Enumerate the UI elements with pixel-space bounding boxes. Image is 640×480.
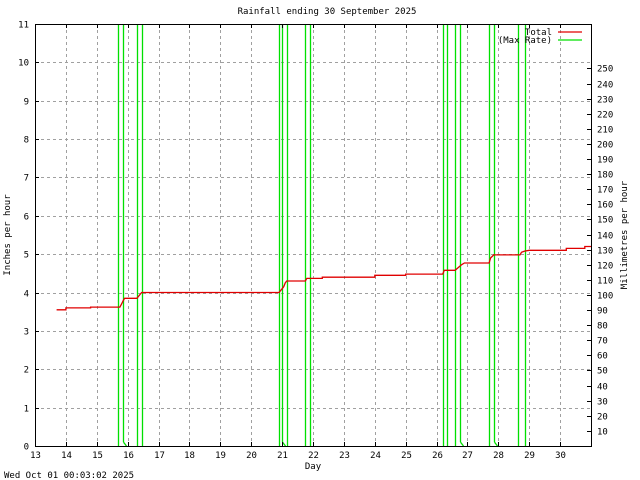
y2-tick-label: 160 bbox=[597, 201, 613, 211]
legend-rate-label: (Max Rate) bbox=[498, 36, 552, 46]
y-tick-label: 9 bbox=[24, 98, 29, 108]
y2-tick-label: 40 bbox=[597, 383, 608, 393]
y2-tick-label: 170 bbox=[597, 186, 613, 196]
grid-lines bbox=[35, 24, 591, 446]
x-tick-label: 27 bbox=[462, 451, 473, 461]
y2-tick-label: 70 bbox=[597, 337, 608, 347]
y-tick-label: 11 bbox=[18, 21, 29, 31]
y-tick-label: 6 bbox=[24, 213, 29, 223]
x-tick-label: 19 bbox=[215, 451, 226, 461]
x-tick-label: 20 bbox=[246, 451, 257, 461]
x-tick-label: 18 bbox=[184, 451, 195, 461]
x-axis-ticks: 13 14 15 16 17 18 19 20 21 22 23 24 25 26 27 28 29 30 bbox=[30, 24, 566, 461]
y2-tick-label: 230 bbox=[597, 96, 613, 106]
x-tick-label: 24 bbox=[370, 451, 381, 461]
x-tick-label: 28 bbox=[493, 451, 504, 461]
timestamp-footer: Wed Oct 01 00:03:02 2025 bbox=[4, 471, 134, 480]
y-tick-label: 3 bbox=[24, 328, 29, 338]
y2-tick-label: 10 bbox=[597, 428, 608, 438]
x-tick-label: 21 bbox=[277, 451, 288, 461]
chart-title: Rainfall ending 30 September 2025 bbox=[238, 7, 417, 17]
y-axis-label: Inches per hour bbox=[3, 194, 13, 276]
total-series bbox=[56, 245, 591, 311]
x-tick-label: 25 bbox=[401, 451, 412, 461]
y-tick-label: 4 bbox=[24, 290, 29, 300]
y2-tick-label: 100 bbox=[597, 292, 613, 302]
y2-axis-ticks: 10 20 30 40 50 60 70 80 90 100 110 120 130 140 150 160 1… bbox=[587, 65, 613, 438]
y2-tick-label: 50 bbox=[597, 367, 608, 377]
legend-total-label: Total bbox=[525, 28, 552, 38]
y2-tick-label: 90 bbox=[597, 307, 608, 317]
x-axis-label: Day bbox=[305, 462, 322, 472]
x-tick-label: 13 bbox=[30, 451, 41, 461]
rate-spike-tail bbox=[122, 441, 128, 447]
max-rate-series bbox=[117, 24, 527, 447]
y2-tick-label: 150 bbox=[597, 216, 613, 226]
y2-tick-label: 210 bbox=[597, 126, 613, 136]
y2-tick-label: 180 bbox=[597, 171, 613, 181]
legend: Total (Max Rate) bbox=[498, 28, 582, 46]
total-line bbox=[56, 245, 591, 311]
x-tick-label: 16 bbox=[123, 451, 134, 461]
y2-tick-label: 200 bbox=[597, 141, 613, 151]
x-tick-label: 17 bbox=[154, 451, 165, 461]
y2-tick-label: 250 bbox=[597, 65, 613, 75]
y2-axis-label: Millimetres per hour bbox=[620, 180, 630, 289]
y2-tick-label: 220 bbox=[597, 111, 613, 121]
y-tick-label: 2 bbox=[24, 366, 29, 376]
y2-tick-label: 30 bbox=[597, 398, 608, 408]
y-tick-label: 10 bbox=[18, 59, 29, 69]
y2-tick-label: 120 bbox=[597, 262, 613, 272]
y2-tick-label: 80 bbox=[597, 322, 608, 332]
y-axis-ticks: 0 1 2 3 4 5 6 7 8 9 10 11 bbox=[18, 21, 39, 453]
y-tick-label: 0 bbox=[24, 443, 29, 453]
y2-tick-label: 60 bbox=[597, 352, 608, 362]
y-tick-label: 7 bbox=[24, 174, 29, 184]
y2-tick-label: 110 bbox=[597, 277, 613, 287]
x-tick-label: 29 bbox=[524, 451, 535, 461]
y2-tick-label: 20 bbox=[597, 413, 608, 423]
rate-spike-tail bbox=[459, 441, 465, 447]
y2-tick-label: 130 bbox=[597, 247, 613, 257]
y-tick-label: 1 bbox=[24, 405, 29, 415]
rate-spike-tail bbox=[493, 441, 499, 447]
x-tick-label: 14 bbox=[61, 451, 72, 461]
y2-tick-label: 190 bbox=[597, 156, 613, 166]
y2-tick-label: 140 bbox=[597, 232, 613, 242]
x-tick-label: 26 bbox=[432, 451, 443, 461]
x-tick-label: 23 bbox=[339, 451, 350, 461]
x-tick-label: 15 bbox=[92, 451, 103, 461]
y2-tick-label: 240 bbox=[597, 81, 613, 91]
y-tick-label: 8 bbox=[24, 136, 29, 146]
x-tick-label: 22 bbox=[308, 451, 319, 461]
x-tick-label: 30 bbox=[555, 451, 566, 461]
y-tick-label: 5 bbox=[24, 251, 29, 261]
